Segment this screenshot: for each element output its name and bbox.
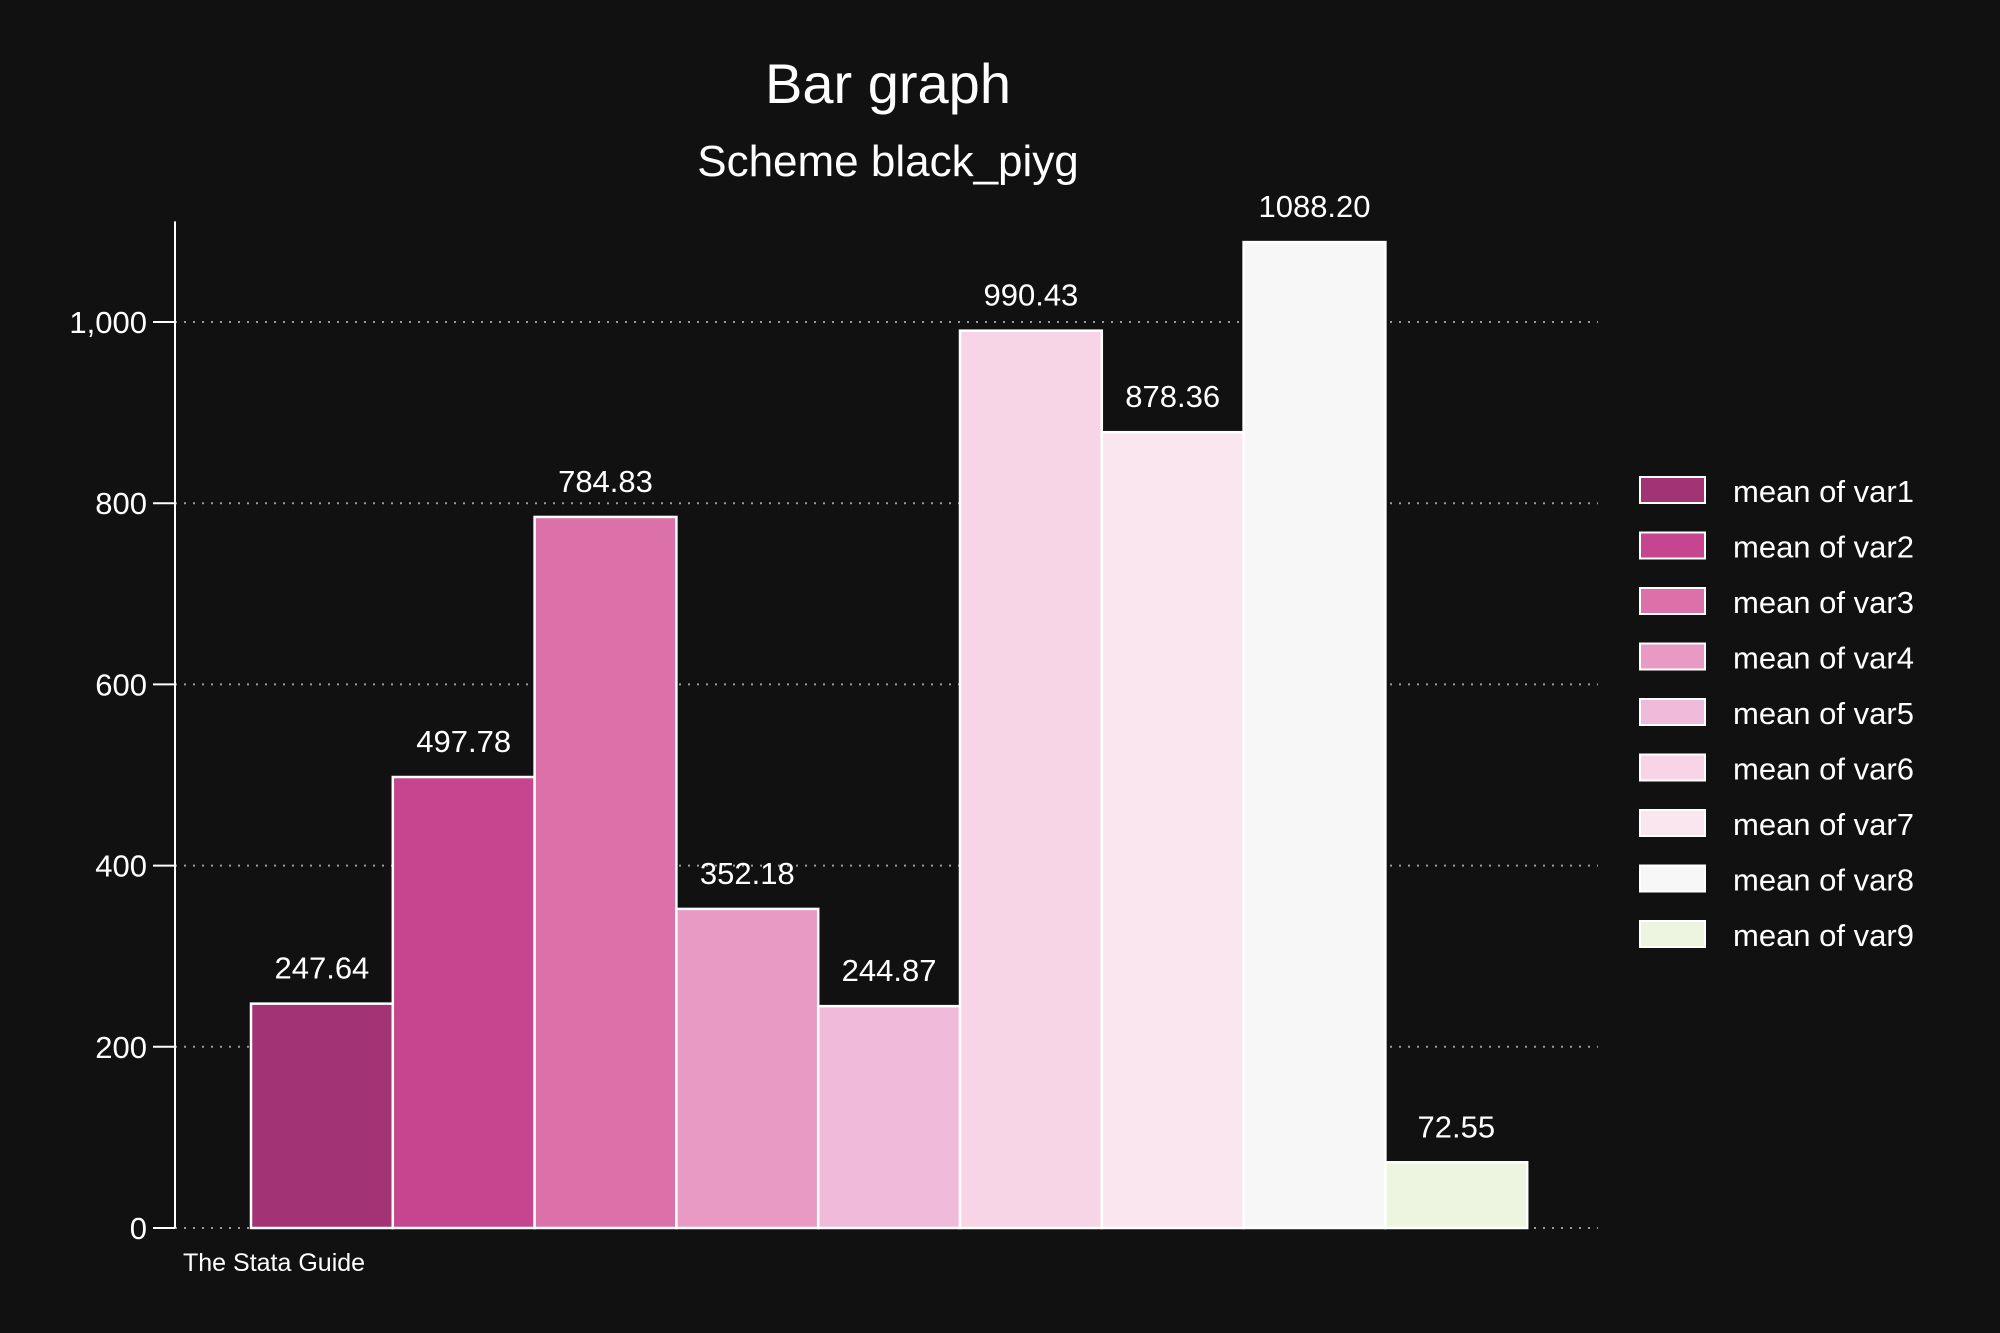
legend-swatch — [1639, 531, 1706, 560]
legend-swatch — [1639, 476, 1706, 504]
legend-swatch — [1639, 753, 1706, 782]
legend-label: mean of var8 — [1733, 863, 1914, 898]
bar-value-label: 244.87 — [842, 953, 937, 988]
bars — [249, 240, 1529, 1230]
bar-value-label: 1088.20 — [1258, 189, 1370, 224]
bar — [1100, 430, 1245, 1230]
bar — [391, 775, 536, 1230]
bar — [533, 515, 678, 1230]
chart-note: The Stata Guide — [183, 1249, 365, 1277]
bar — [816, 1004, 962, 1230]
bar — [1384, 1161, 1529, 1230]
legend-label: mean of var7 — [1733, 807, 1914, 842]
y-tick-label: 200 — [95, 1030, 147, 1065]
bar-value-label: 990.43 — [983, 278, 1078, 313]
bar-value-label: 72.55 — [1418, 1109, 1496, 1144]
legend-label: mean of var5 — [1733, 696, 1914, 731]
legend-swatch — [1639, 642, 1706, 671]
legend-swatch — [1639, 698, 1706, 726]
legend-label: mean of var6 — [1733, 752, 1914, 787]
bar-value-label: 247.64 — [274, 951, 369, 986]
legend-label: mean of var1 — [1733, 474, 1914, 509]
bar — [249, 1002, 395, 1230]
chart-title: Bar graph — [765, 52, 1011, 115]
bar-value-label: 784.83 — [558, 464, 653, 499]
bar — [958, 329, 1104, 1230]
y-tick-label: 400 — [95, 849, 147, 884]
bar — [675, 907, 820, 1230]
y-tick-label: 0 — [130, 1211, 147, 1246]
legend: mean of var1 mean of var2 mean of var3 mean… — [1639, 474, 1914, 953]
legend-swatch — [1639, 864, 1706, 893]
value-labels: 247.64 497.78 784.83 352.18 244.87 990.43 878.… — [274, 189, 1495, 1144]
chart-subtitle: Scheme black_piyg — [697, 137, 1079, 186]
legend-label: mean of var4 — [1733, 641, 1914, 676]
bar-value-label: 352.18 — [700, 856, 795, 891]
bar — [1242, 240, 1387, 1230]
y-tick-label: 800 — [95, 486, 147, 521]
legend-swatch — [1639, 587, 1706, 615]
bar-value-label: 878.36 — [1125, 379, 1220, 414]
y-tick-label: 1,000 — [69, 305, 147, 340]
bar-value-label: 497.78 — [416, 724, 511, 759]
legend-label: mean of var2 — [1733, 530, 1914, 565]
legend-swatch — [1639, 809, 1706, 837]
legend-label: mean of var9 — [1733, 918, 1914, 953]
legend-label: mean of var3 — [1733, 585, 1914, 620]
y-axis: 0 200 400 600 800 1,000 — [69, 221, 176, 1246]
legend-swatch — [1639, 920, 1706, 948]
y-tick-label: 600 — [95, 667, 147, 702]
